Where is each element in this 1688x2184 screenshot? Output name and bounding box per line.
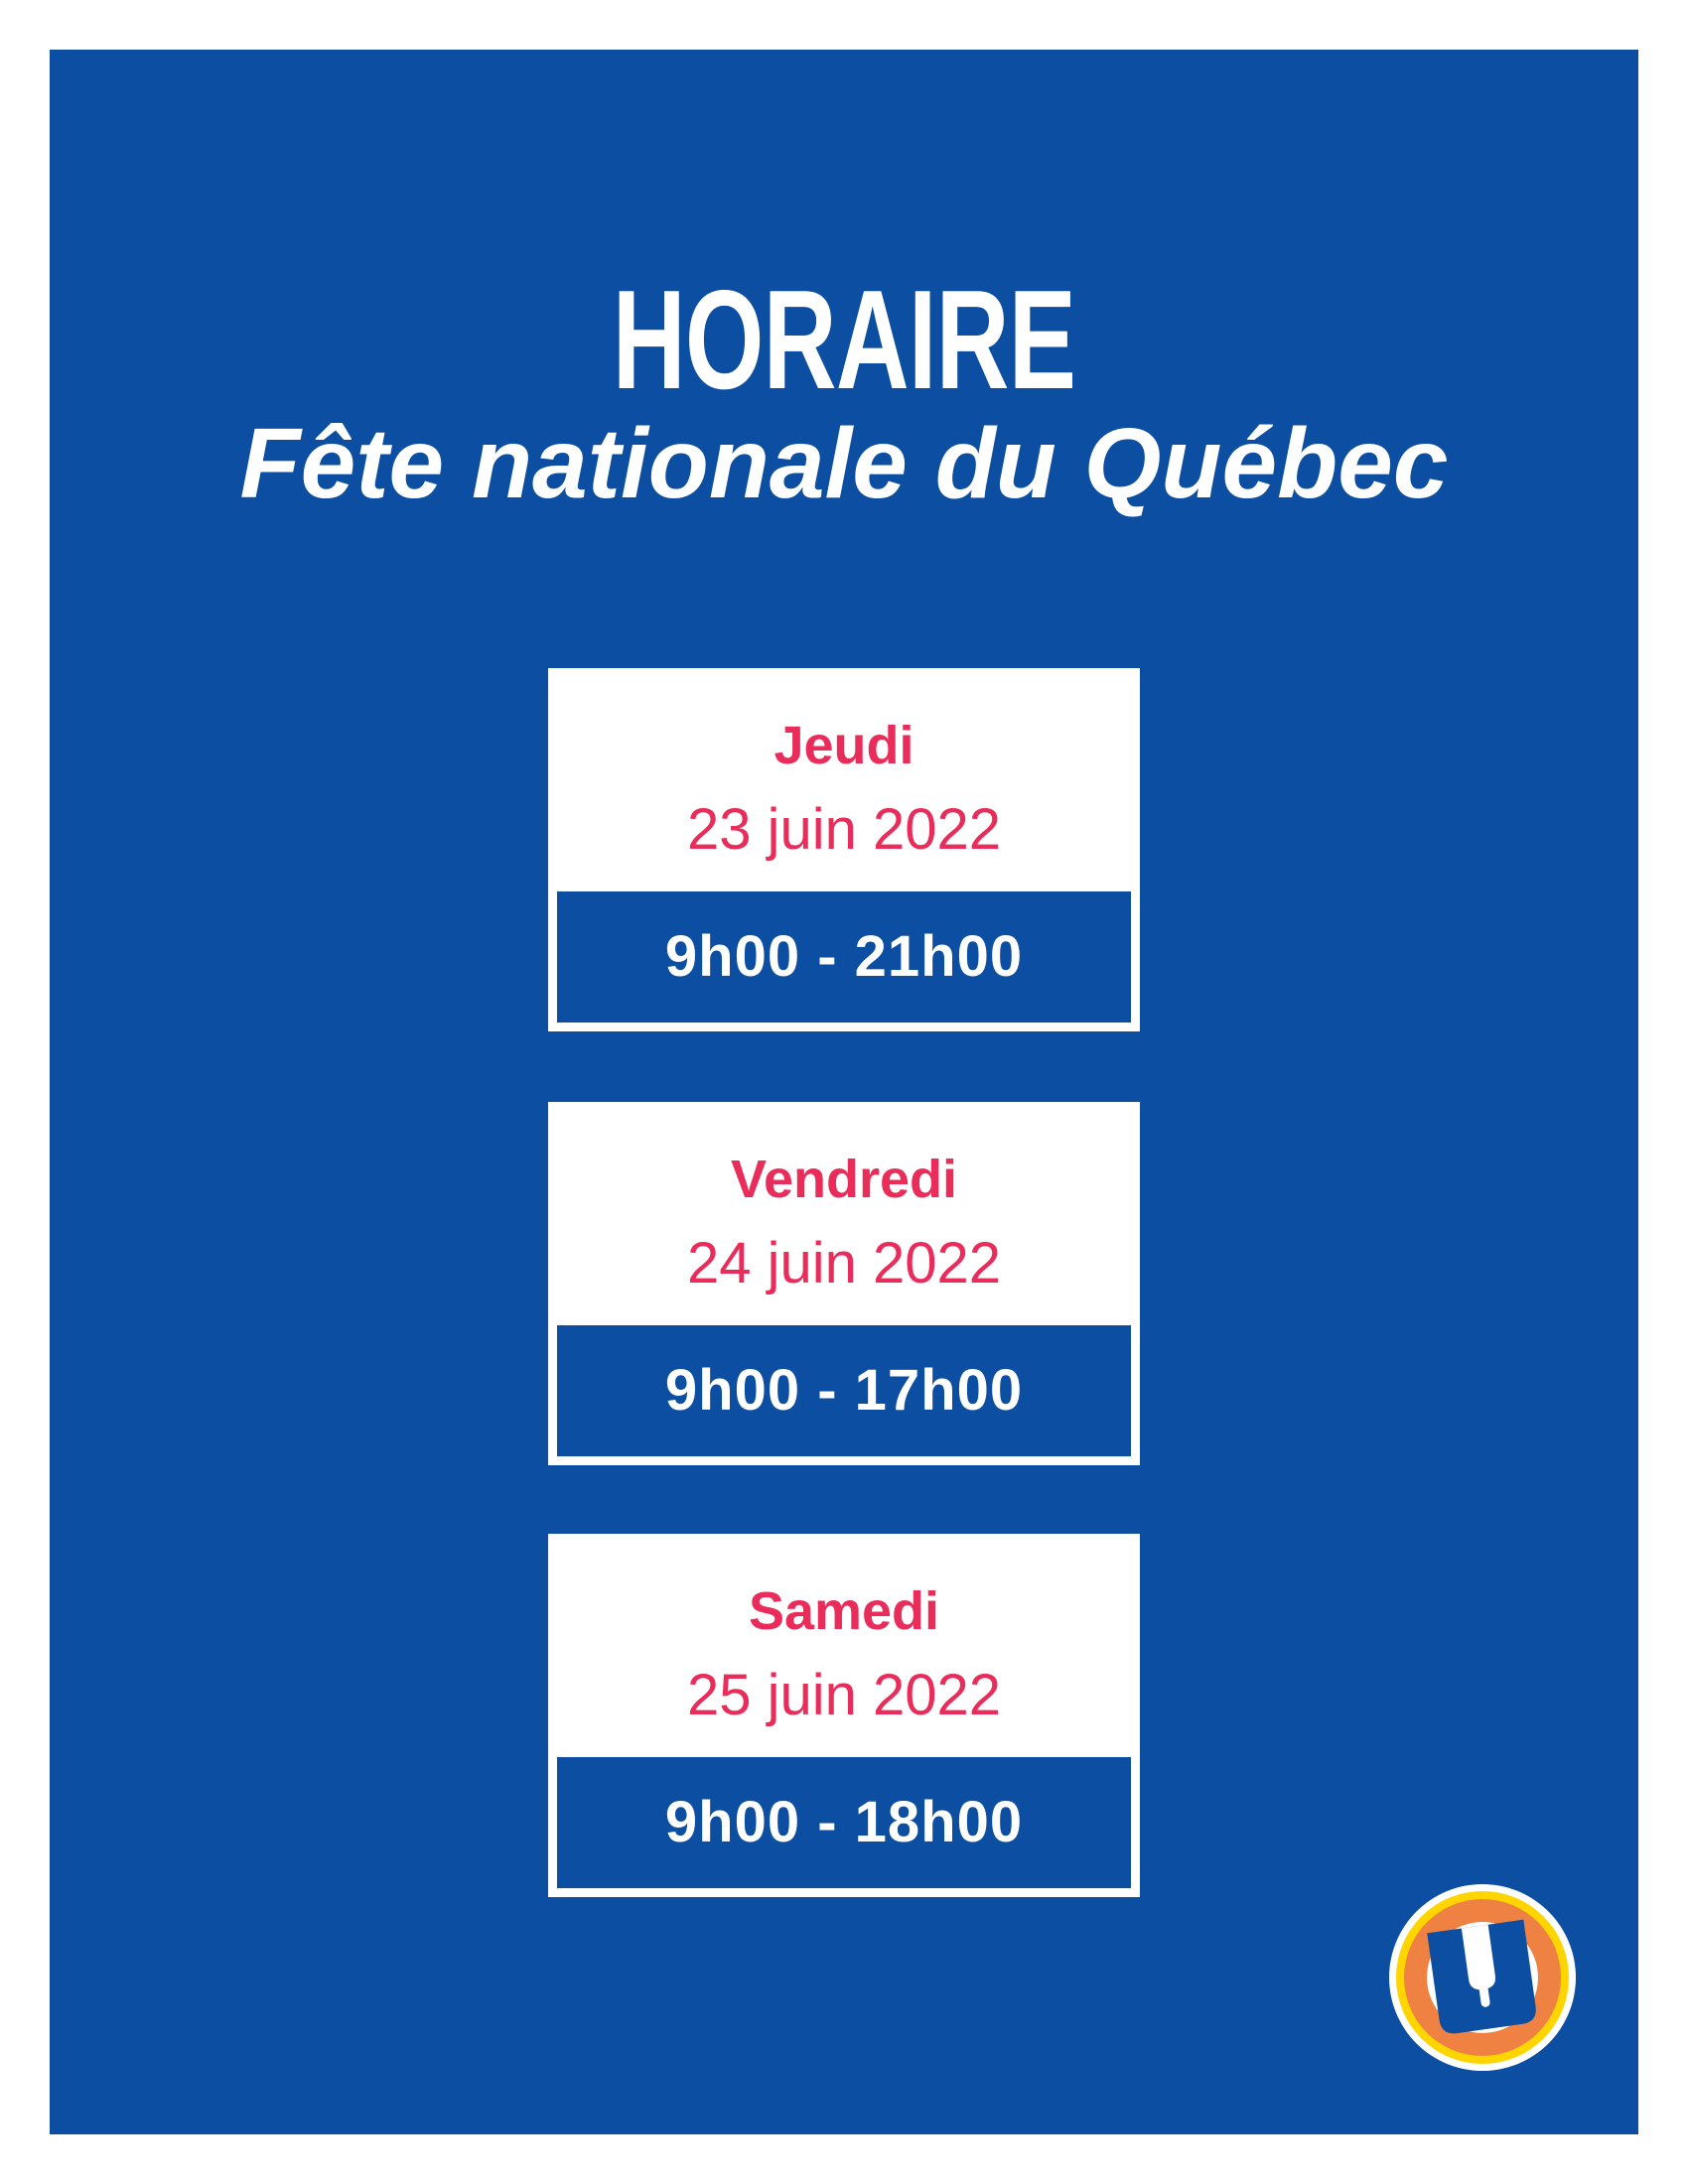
- u-logo-icon: [1389, 1884, 1576, 2071]
- poster-subtitle: Fête nationale du Québec: [239, 408, 1449, 519]
- day-label: Vendredi: [730, 1150, 958, 1209]
- hours-band: 9h00 - 21h00: [557, 891, 1131, 1023]
- schedule-card-saturday: Samedi 25 juin 2022 9h00 - 18h00: [548, 1534, 1140, 1897]
- day-label: Samedi: [748, 1581, 940, 1641]
- brand-u-logo: [1389, 1884, 1576, 2071]
- schedule-card-thursday: Jeudi 23 juin 2022 9h00 - 21h00: [548, 668, 1140, 1031]
- hours-band: 9h00 - 17h00: [557, 1325, 1131, 1456]
- date-label: 23 juin 2022: [686, 797, 1002, 862]
- day-label: Jeudi: [774, 716, 914, 775]
- hours-label: 9h00 - 21h00: [664, 924, 1024, 989]
- hours-band: 9h00 - 18h00: [557, 1757, 1131, 1888]
- date-label: 24 juin 2022: [686, 1231, 1002, 1296]
- schedule-card-friday: Vendredi 24 juin 2022 9h00 - 17h00: [548, 1102, 1140, 1465]
- hours-label: 9h00 - 17h00: [664, 1358, 1024, 1423]
- hours-label: 9h00 - 18h00: [664, 1790, 1024, 1854]
- date-label: 25 juin 2022: [686, 1663, 1002, 1727]
- poster-title: HORAIRE: [612, 261, 1076, 419]
